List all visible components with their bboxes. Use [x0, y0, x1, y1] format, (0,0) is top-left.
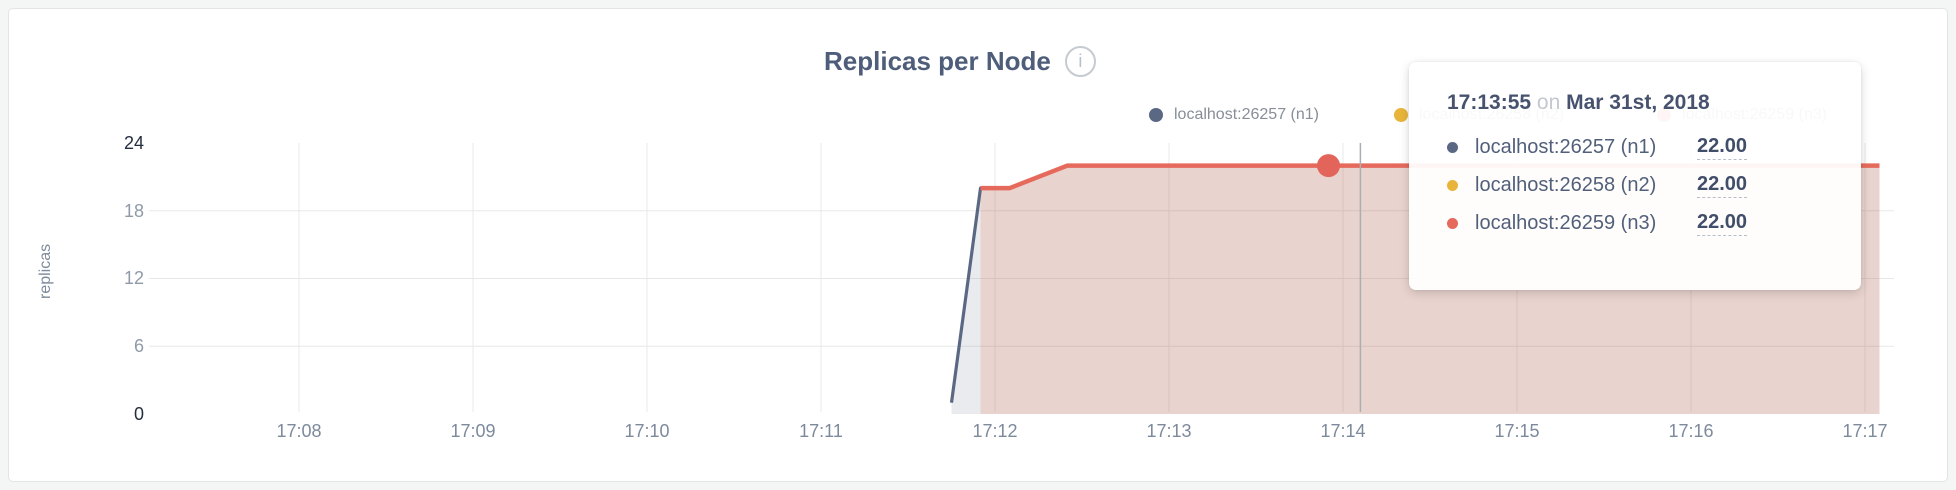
x-tick-label: 17:12: [972, 421, 1018, 441]
hover-point: [1317, 154, 1340, 178]
legend-label-n1: localhost:26257 (n1): [1174, 106, 1319, 123]
tooltip-series-value-n2: 22.00: [1697, 173, 1748, 198]
tooltip-series-value-n1: 22.00: [1697, 135, 1748, 160]
hover-tooltip: 17:13:55 on Mar 31st, 2018 localhost:262…: [1409, 62, 1861, 290]
x-tick-label: 17:11: [799, 421, 843, 441]
tooltip-series-name-n1: localhost:26257 (n1): [1475, 135, 1657, 158]
tooltip-swatch-n1: [1447, 141, 1458, 153]
legend-item-n1[interactable]: localhost:26257 (n1): [1149, 102, 1319, 128]
x-tick-label: 17:13: [1146, 421, 1192, 441]
tooltip-series-name-n2: localhost:26258 (n2): [1475, 173, 1657, 196]
y-tick-label: 0: [133, 404, 144, 424]
tooltip-series-name-n3: localhost:26259 (n3): [1475, 211, 1657, 234]
y-tick-label: 18: [123, 200, 144, 221]
x-tick-label: 17:08: [276, 421, 322, 441]
tooltip-header: 17:13:55 on Mar 31st, 2018: [1447, 91, 1861, 115]
tooltip-series-row-n1: localhost:26257 (n1) 22.00: [1447, 128, 1861, 166]
x-tick-label: 17:16: [1668, 421, 1714, 441]
tooltip-series-row-n3: localhost:26259 (n3) 22.00: [1447, 204, 1861, 242]
chart-title-row: Replicas per Node i: [824, 41, 1096, 81]
tooltip-time: 17:13:55: [1447, 91, 1532, 114]
chart-title: Replicas per Node: [824, 45, 1051, 76]
chart-card: Replicas per Node i replicas 0 6 12 18 24 17…: [8, 8, 1948, 482]
y-tick-label: 12: [123, 268, 144, 289]
tooltip-series-value-n3: 22.00: [1697, 211, 1748, 236]
legend-swatch-n2: [1394, 108, 1408, 122]
tooltip-conjunction: on: [1536, 91, 1561, 114]
x-tick-label: 17:17: [1842, 421, 1888, 441]
y-tick-label: 24: [123, 132, 144, 153]
x-tick-label: 17:10: [624, 421, 670, 441]
tooltip-swatch-n3: [1447, 217, 1458, 229]
tooltip-date: Mar 31st, 2018: [1566, 91, 1710, 114]
x-tick-label: 17:15: [1494, 421, 1540, 441]
info-icon[interactable]: i: [1064, 45, 1096, 77]
legend-swatch-n1: [1149, 108, 1163, 122]
x-tick-label: 17:09: [450, 421, 496, 441]
x-tick-label: 17:14: [1320, 421, 1366, 441]
tooltip-swatch-n2: [1447, 179, 1458, 191]
tooltip-series-row-n2: localhost:26258 (n2) 22.00: [1447, 166, 1861, 204]
y-tick-label: 6: [133, 336, 144, 357]
